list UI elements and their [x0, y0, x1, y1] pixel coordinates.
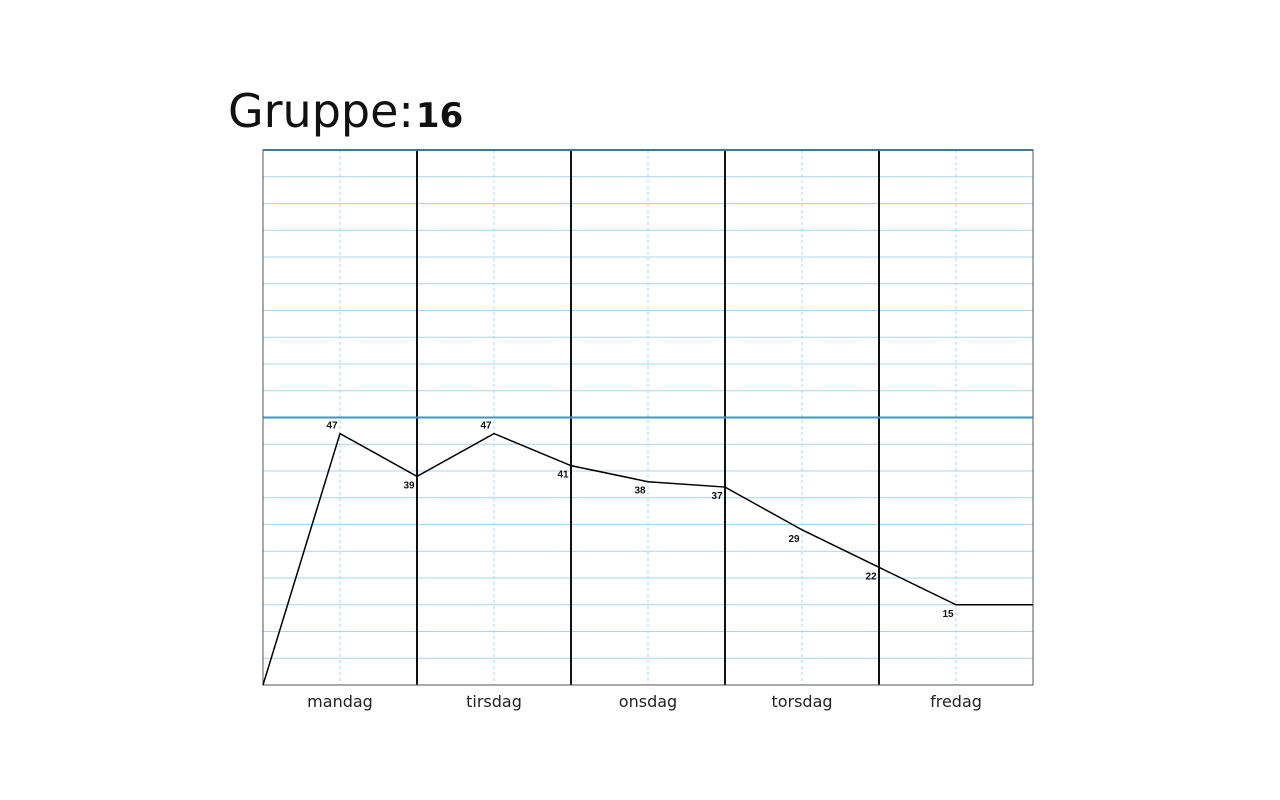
data-label: 47	[480, 421, 492, 432]
data-label: 29	[788, 534, 800, 545]
data-label: 37	[711, 491, 723, 502]
x-axis-label: torsdag	[771, 692, 832, 711]
chart-title: Gruppe:16	[228, 88, 463, 134]
group-number: 16	[415, 96, 464, 136]
x-axis-label: onsdag	[619, 692, 677, 711]
x-axis-label: tirsdag	[466, 692, 522, 711]
series-layer	[262, 432, 1033, 686]
plot-frame	[262, 149, 1034, 686]
x-axis-labels: mandag tirsdag onsdag torsdag fredag	[307, 692, 982, 711]
point-labels: 47 39 47 41 38 37 29 22 15	[326, 421, 954, 620]
data-label: 47	[326, 421, 338, 432]
x-axis-label: fredag	[930, 692, 982, 711]
data-label: 41	[557, 470, 569, 481]
data-label: 22	[865, 571, 877, 582]
data-label: 39	[403, 480, 415, 491]
x-axis-label: mandag	[307, 692, 373, 711]
minor-grid	[263, 150, 1033, 685]
data-label: 15	[942, 609, 954, 620]
series-line	[262, 432, 1033, 686]
title-label: Gruppe:	[228, 84, 414, 138]
data-label: 38	[634, 486, 646, 497]
